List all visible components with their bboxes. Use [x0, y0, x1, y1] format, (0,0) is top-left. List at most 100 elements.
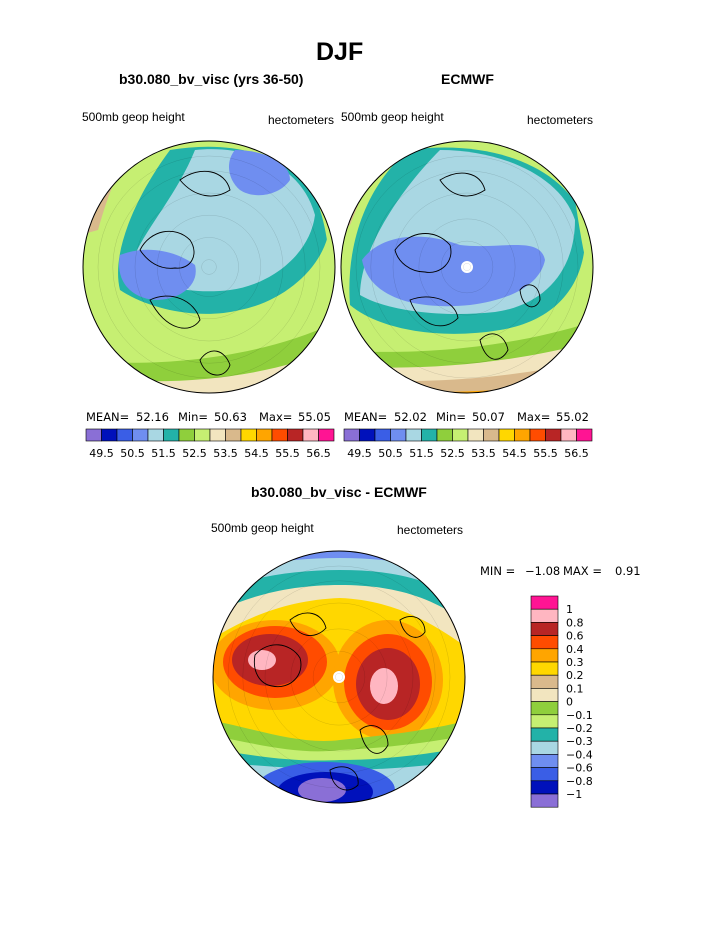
panel3-band-shape — [370, 668, 398, 704]
colorbar-tick-label: 53.5 — [471, 447, 496, 460]
colorbar-swatch — [530, 661, 559, 676]
colorbar-swatch — [163, 428, 180, 442]
panel2-border — [340, 140, 594, 394]
panel2-variable: 500mb geop height — [341, 110, 444, 124]
colorbar-swatch — [194, 428, 211, 442]
panel2-mean-value: 52.02 — [394, 410, 427, 424]
latitude-ring — [112, 170, 306, 364]
colorbar-tick-label: 52.5 — [182, 447, 207, 460]
colorbar-swatch — [545, 428, 562, 442]
panel2-title: ECMWF — [441, 71, 494, 87]
colorbar-swatch — [101, 428, 118, 442]
panel3-max-value: 0.91 — [615, 564, 641, 578]
colorbar-swatch — [467, 428, 484, 442]
panel3-max-label: MAX = — [563, 564, 602, 578]
colorbar-swatch — [530, 608, 559, 623]
colorbar-swatch — [530, 688, 559, 702]
panel1-map — [83, 141, 335, 393]
colorbar-swatch — [514, 428, 531, 442]
colorbar-tick-label: 50.5 — [120, 447, 145, 460]
panel1-variable: 500mb geop height — [82, 110, 185, 124]
latitude-ring — [201, 259, 217, 275]
panel2-max-label: Max= — [517, 410, 551, 424]
latitude-ring — [157, 215, 261, 319]
colorbar-tick-label: −1 — [566, 788, 582, 801]
colorbar-tick-label: −0.2 — [566, 722, 593, 735]
colorbar-swatch — [209, 428, 226, 442]
latitude-ring — [355, 155, 579, 379]
panel3-variable: 500mb geop height — [211, 521, 314, 535]
colorbar-swatch — [530, 674, 559, 689]
panel2-coast — [394, 172, 541, 360]
colorbar-swatch — [530, 648, 559, 663]
colorbar-swatch — [498, 428, 515, 442]
colorbar-swatch — [405, 428, 422, 442]
colorbar-tick-label: 51.5 — [409, 447, 434, 460]
colorbar-tick-label: 54.5 — [244, 447, 269, 460]
panel1-max-value: 55.05 — [298, 410, 331, 424]
colorbar-swatch — [287, 428, 304, 442]
colorbar-swatch — [359, 428, 376, 442]
colorbar-tick-label: 0 — [566, 696, 573, 709]
colorbar-swatch — [530, 767, 559, 782]
colorbar-swatch — [530, 727, 559, 742]
latitude-ring — [370, 170, 564, 364]
colorbar-tick-label: −0.6 — [566, 762, 593, 775]
colorbar-swatch — [178, 428, 195, 442]
colorbar-tick-label: 0.1 — [566, 682, 584, 695]
latitude-ring — [290, 628, 388, 726]
colorbar-tick-label: 0.6 — [566, 630, 584, 643]
colorbar-tick-label: 49.5 — [347, 447, 372, 460]
colorbar-tick-label: −0.1 — [566, 709, 593, 722]
colorbar-swatch — [374, 428, 391, 442]
colorbar-swatch — [256, 428, 273, 442]
colorbar-tick-label: 49.5 — [89, 447, 114, 460]
latitude-ring — [179, 237, 239, 297]
colorbar-swatch — [116, 428, 133, 442]
panel2-mean-label: MEAN= — [344, 410, 388, 424]
colorbar-tick-label: 55.5 — [533, 447, 558, 460]
panel2-pole-mask — [461, 261, 473, 273]
panel2-colorbar: 49.5 50.5 51.5 52.5 53.5 54.5 55.5 56.5 — [343, 428, 593, 460]
colorbar-tick-label: 55.5 — [275, 447, 300, 460]
panel3-title: b30.080_bv_visc - ECMWF — [251, 484, 427, 500]
colorbar-swatch — [530, 754, 559, 768]
colorbar-swatch — [85, 428, 102, 442]
latitude-ring — [418, 218, 516, 316]
latitude-ring — [227, 565, 451, 789]
colorbar-swatch — [530, 740, 559, 755]
panel2-map — [341, 141, 593, 393]
panel2-units: hectometers — [527, 113, 594, 127]
panel1-mean-label: MEAN= — [86, 410, 130, 424]
panel3-band-shape — [248, 650, 276, 670]
latitude-ring — [242, 580, 436, 774]
panel1-band-shape — [228, 150, 290, 196]
colorbar-tick-label: 1 — [566, 603, 573, 616]
latitude-ring — [264, 602, 414, 752]
colorbar-swatch — [530, 714, 559, 729]
colorbar-tick-label: −0.3 — [566, 735, 593, 748]
latitude-ring — [97, 155, 321, 379]
colorbar-swatch — [132, 428, 149, 442]
panel1-border — [82, 140, 336, 394]
latitude-ring — [463, 263, 471, 271]
colorbar-swatch — [343, 428, 360, 442]
colorbar-swatch — [530, 701, 559, 716]
latitude-ring — [440, 240, 494, 294]
colorbar-swatch — [452, 428, 469, 442]
colorbar-tick-label: 54.5 — [502, 447, 527, 460]
panel3-min-label: MIN = — [480, 564, 516, 578]
colorbar-swatch — [576, 428, 593, 442]
panel1-coast — [139, 170, 231, 376]
colorbar-swatch — [530, 793, 559, 808]
colorbar-tick-label: 0.3 — [566, 656, 584, 669]
colorbar-swatch — [530, 635, 559, 650]
panel1-min-value: 50.63 — [214, 410, 247, 424]
colorbar-swatch — [302, 428, 319, 442]
panel1-colorbar: 49.5 50.5 51.5 52.5 53.5 54.5 55.5 56.5 — [85, 428, 335, 460]
colorbar-tick-label: 56.5 — [564, 447, 589, 460]
colorbar-swatch — [390, 428, 407, 442]
latitude-ring — [335, 673, 343, 681]
colorbar-tick-label: 0.8 — [566, 616, 584, 629]
